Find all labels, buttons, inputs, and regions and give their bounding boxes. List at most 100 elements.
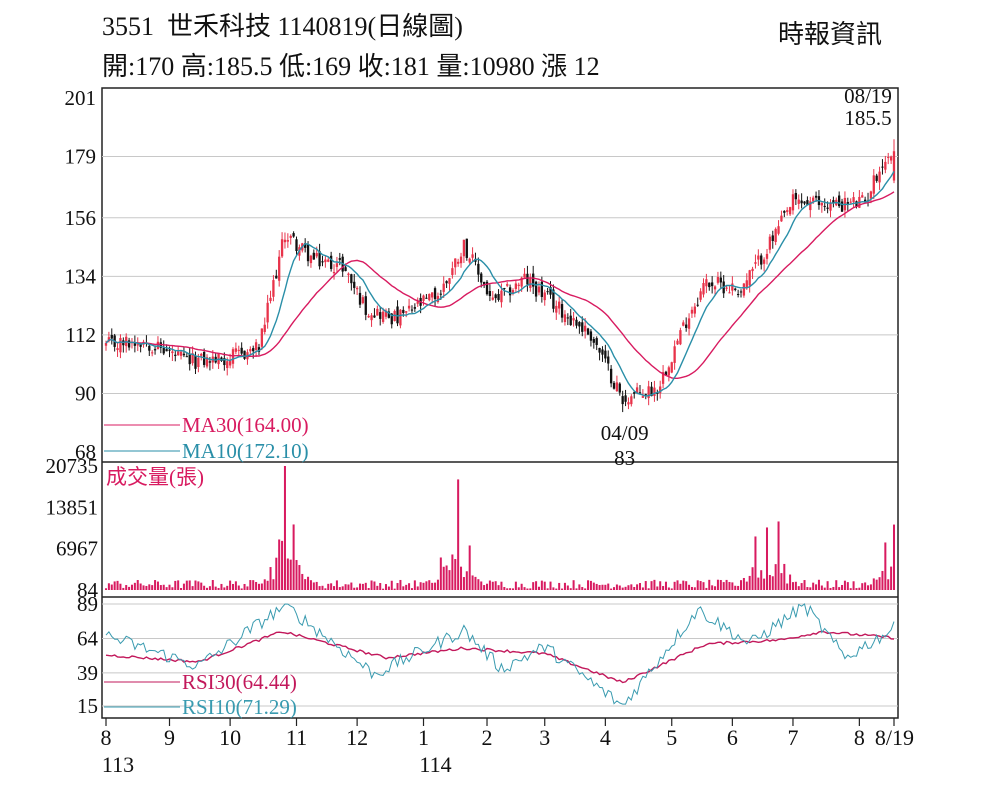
volume-bar <box>272 579 275 590</box>
volume-bar <box>356 587 359 590</box>
volume-bar <box>731 582 734 590</box>
volume-bar <box>405 584 408 590</box>
candle-body <box>878 171 881 183</box>
volume-bar <box>116 580 119 590</box>
ma10-line <box>105 171 895 397</box>
volume-bar <box>384 584 387 590</box>
candle-body <box>205 357 209 367</box>
candles-group <box>104 139 896 413</box>
volume-bar <box>517 587 520 590</box>
volume-bar <box>471 575 474 590</box>
candle-body <box>719 277 722 283</box>
volume-bar <box>468 545 471 590</box>
candle-body <box>197 357 200 367</box>
volume-bar <box>410 588 413 590</box>
chart-date-title: 1140819(日線圖) <box>277 12 463 41</box>
volume-bar <box>552 587 555 590</box>
candle-body <box>358 292 362 305</box>
volume-bar <box>361 583 364 590</box>
candle-body <box>659 386 662 394</box>
volume-bar <box>133 582 136 590</box>
candle-body <box>884 161 887 170</box>
volume-bar <box>543 581 546 590</box>
volume-bar <box>667 587 670 590</box>
candle-body <box>194 355 197 369</box>
candle-body <box>855 201 858 207</box>
rsi-tick-label: 89 <box>77 592 98 616</box>
candle-body <box>327 259 330 262</box>
candle-body <box>650 386 653 397</box>
candle-body <box>422 295 425 301</box>
volume-bar <box>878 577 881 590</box>
candle-body <box>566 317 569 319</box>
candle-body <box>508 287 512 296</box>
volume-bar <box>529 588 532 590</box>
candle-body <box>814 195 818 198</box>
volume-bar <box>275 557 278 590</box>
volume-bar <box>278 539 281 590</box>
volume-tick-label: 84 <box>77 578 99 602</box>
candle-body <box>306 244 310 262</box>
candle-body <box>275 275 278 279</box>
volume-bar <box>607 583 610 590</box>
candle-body <box>491 297 494 300</box>
volume-bar <box>402 586 405 590</box>
volume-bar <box>281 540 284 590</box>
candle-body <box>537 286 541 293</box>
candle-body <box>892 151 896 181</box>
volume-bar <box>892 524 896 590</box>
candle-body <box>428 293 431 301</box>
candle-body <box>783 210 786 213</box>
volume-bar <box>711 585 714 590</box>
volume-bar <box>434 582 437 590</box>
candle-body <box>332 272 336 274</box>
candle-body <box>875 175 878 181</box>
candle-body <box>191 353 194 364</box>
candle-body <box>373 315 376 318</box>
volume-bar <box>292 524 295 590</box>
volume-bar <box>699 581 702 590</box>
volume-bar <box>748 575 751 590</box>
ma30-line <box>105 191 895 379</box>
candle-body <box>881 166 884 168</box>
volume-bar <box>846 582 849 590</box>
volume-bar <box>855 588 858 590</box>
rsi10-line <box>105 603 895 705</box>
volume-bar <box>780 573 783 590</box>
volume-bar <box>350 582 353 590</box>
candle-body <box>355 287 359 290</box>
candle-body <box>465 238 468 258</box>
volume-bar <box>849 588 852 590</box>
candle-body <box>788 207 792 215</box>
candle-body <box>872 175 875 194</box>
candle-body <box>179 351 183 356</box>
volume-bar <box>382 588 385 590</box>
volume-bar <box>838 587 841 590</box>
candle-body <box>185 356 188 358</box>
candle-body <box>151 352 154 354</box>
price-tick-label: 68 <box>75 440 96 464</box>
volume-bar <box>214 586 217 590</box>
volume-bar <box>587 580 590 590</box>
volume-bar <box>869 584 872 590</box>
volume-bar <box>546 588 549 590</box>
candle-body <box>485 281 489 295</box>
volume-bar <box>535 581 538 590</box>
volume-bar <box>650 581 653 590</box>
volume-bar <box>246 586 249 590</box>
rsi10-legend-label: RSI10(71.29) <box>182 695 297 719</box>
volume-bar <box>636 584 639 590</box>
volume-bar <box>685 581 688 590</box>
candle-body <box>765 253 769 259</box>
volume-bar <box>765 527 769 590</box>
candle-body <box>517 284 520 286</box>
candle-body <box>569 315 572 326</box>
volume-bar <box>800 583 803 590</box>
candle-body <box>679 330 682 345</box>
volume-bar <box>561 588 564 590</box>
volume-bar <box>875 579 878 590</box>
volume-bar <box>815 584 818 590</box>
candle-body <box>335 263 339 267</box>
candle-body <box>791 194 795 211</box>
volume-bar <box>119 583 122 590</box>
